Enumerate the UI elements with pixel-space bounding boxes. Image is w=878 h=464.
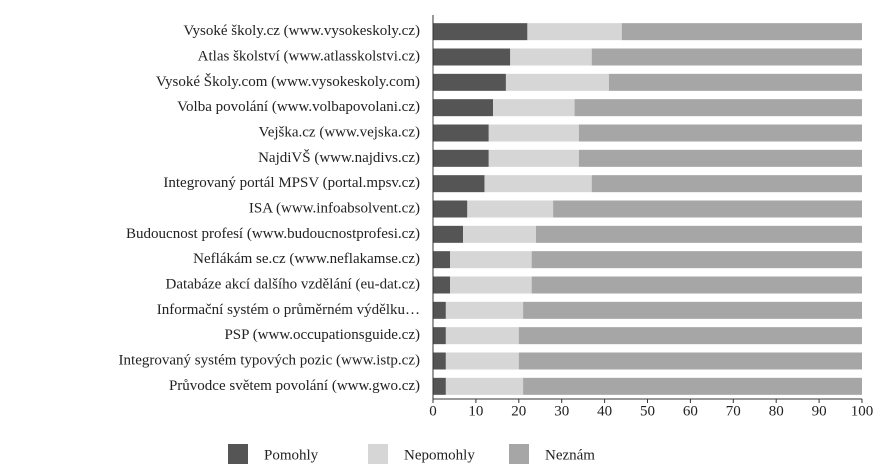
x-tick-label: 60: [683, 403, 698, 419]
y-tick-label: Integrovaný portál MPSV (portal.mpsv.cz): [163, 175, 420, 191]
y-tick-label: NajdiVŠ (www.najdivs.cz): [258, 149, 420, 166]
bar-segment: [527, 23, 622, 41]
legend-swatch: [509, 444, 529, 464]
y-tick-label: Průvodce světem povolání (www.gwo.cz): [169, 378, 420, 394]
y-tick-label: Databáze akcí dalšího vzdělání (eu-dat.c…: [166, 276, 420, 292]
bar-segment: [531, 276, 862, 294]
y-tick-label: Neflákám se.cz (www.neflakamse.cz): [193, 251, 420, 267]
legend-label: Pomohly: [264, 447, 319, 463]
bar-segment: [433, 200, 468, 218]
bar-segment: [505, 73, 609, 91]
bar-segment: [433, 149, 489, 167]
bar-segment: [433, 48, 511, 66]
bar-segment: [433, 327, 446, 345]
y-tick-label: ISA (www.infoabsolvent.cz): [249, 200, 420, 216]
bar-segment: [433, 251, 451, 269]
x-tick-label: 20: [511, 403, 526, 419]
bar-segment: [523, 377, 862, 395]
bar-segment: [433, 175, 485, 193]
bar-segment: [510, 48, 592, 66]
x-tick-label: 0: [429, 403, 437, 419]
x-tick-label: 100: [851, 403, 874, 419]
legend-swatch: [368, 444, 388, 464]
legend-label: Neznám: [545, 447, 595, 463]
x-tick-label: 90: [812, 403, 827, 419]
bar-segment: [445, 377, 524, 395]
y-tick-label: Vysoké školy.cz (www.vysokeskoly.cz): [183, 23, 420, 39]
bar-segment: [531, 251, 862, 269]
x-tick-label: 80: [769, 403, 784, 419]
y-tick-label: Informační systém o průměrném výdělku…: [157, 302, 420, 318]
bar-segment: [621, 23, 862, 41]
y-tick-label: Budoucnost profesí (www.budoucnostprofes…: [126, 226, 420, 242]
bar-segment: [433, 225, 464, 243]
bar-segment: [433, 377, 446, 395]
bar-segment: [578, 124, 862, 142]
bar-segment: [578, 149, 862, 167]
bar-segment: [433, 352, 446, 370]
bar-segment: [433, 276, 451, 294]
bar-segment: [467, 200, 554, 218]
y-tick-label: Volba povolání (www.volbapovolani.cz): [177, 99, 420, 115]
x-tick-label: 70: [726, 403, 741, 419]
bar-segment: [488, 124, 579, 142]
y-tick-label: Atlas školství (www.atlasskolstvi.cz): [198, 48, 420, 64]
bar-segment: [433, 23, 528, 41]
bar-segment: [553, 200, 862, 218]
x-tick-label: 40: [597, 403, 612, 419]
bar-segment: [450, 276, 532, 294]
y-tick-label: Vysoké Školy.com (www.vysokeskoly.com): [156, 73, 420, 90]
legend-label: Nepomohly: [404, 447, 475, 463]
y-tick-label: PSP (www.occupationsguide.cz): [224, 327, 420, 343]
y-tick-label: Integrovaný systém typových pozic (www.i…: [119, 352, 420, 368]
bar-segment: [535, 225, 862, 243]
bar-segment: [433, 99, 494, 117]
bar-segment: [445, 301, 524, 319]
bar-segment: [518, 352, 862, 370]
bar-segment: [433, 124, 489, 142]
y-tick-label: Vejška.cz (www.vejska.cz): [259, 124, 420, 140]
bar-segment: [518, 327, 862, 345]
x-tick-label: 30: [554, 403, 569, 419]
bar-segment: [608, 73, 862, 91]
bar-segment: [591, 175, 862, 193]
bar-segment: [488, 149, 579, 167]
bar-segment: [493, 99, 575, 117]
bar-segment: [445, 327, 519, 345]
bar-segment: [523, 301, 862, 319]
x-tick-label: 10: [468, 403, 483, 419]
bar-segment: [445, 352, 519, 370]
bar-segment: [433, 73, 506, 91]
bar-segment: [591, 48, 862, 66]
bar-segment: [463, 225, 536, 243]
bar-segment: [450, 251, 532, 269]
bar-segment: [433, 301, 446, 319]
legend-swatch: [228, 444, 248, 464]
bar-segment: [574, 99, 862, 117]
x-tick-label: 50: [640, 403, 655, 419]
bar-segment: [484, 175, 592, 193]
